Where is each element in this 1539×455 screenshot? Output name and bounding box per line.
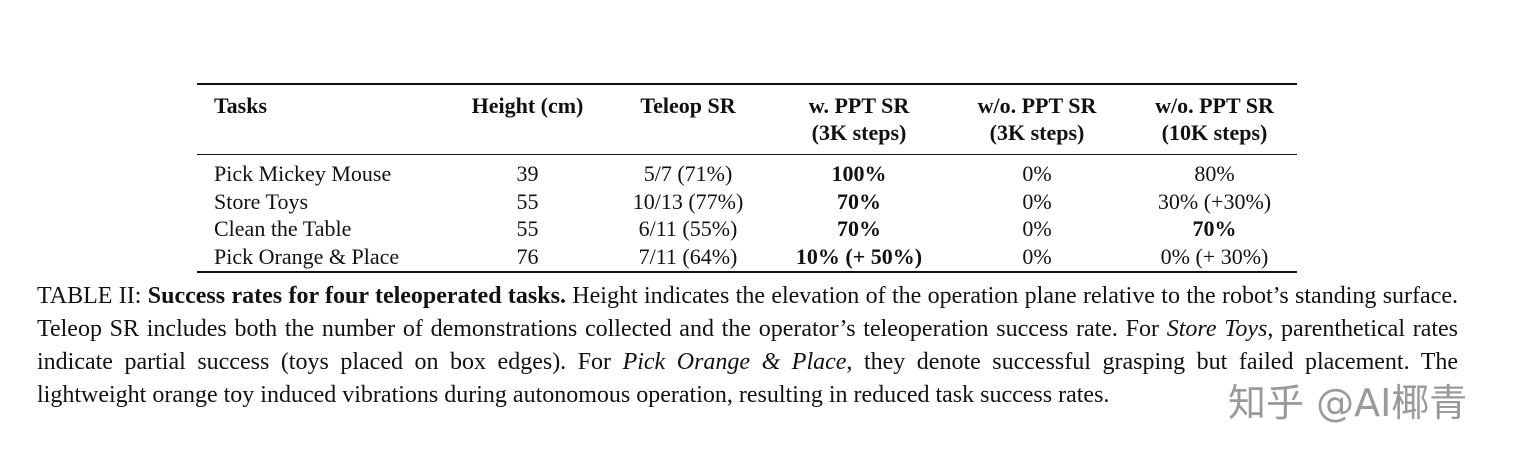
caption: TABLE II: Success rates for four teleope… [37,280,1458,412]
table-cell: 0% [942,242,1132,273]
header-text: Teleop SR [640,93,736,118]
table-cell: Pick Mickey Mouse [214,161,392,186]
header-cell: w/o. PPT SR (3K steps) [942,83,1132,155]
header-cell: w/o. PPT SR (10K steps) [1132,83,1297,155]
table-cell: Pick Orange & Place [197,242,455,273]
table-cell: 0% [1022,216,1052,241]
table-cell: 70% [837,188,881,214]
table-cell: 10/13 (77%) [632,188,744,214]
table-cell: Clean the Table [214,216,352,241]
table-cell: 0% [1022,161,1052,186]
caption-text: Pick Orange & Place [622,349,847,375]
caption-text: TABLE II: [37,283,148,309]
header-row: Tasks Height (cm) Teleop SR w. PPT SR (3K st… [197,83,1297,155]
watermark: 知乎 @AI椰青 [1228,381,1468,425]
table-cell: 55 [516,216,539,241]
header-text: Height (cm) [471,93,584,118]
table-cell: Store Toys [214,188,309,214]
table-cell: 6/11 (55%) [638,216,738,241]
table-cell: 0% (+ 30%) [1132,242,1297,273]
table-cell: 76 [455,242,600,273]
header-cell: w. PPT SR (3K steps) [776,83,942,155]
table-cell: 70% [1192,216,1237,241]
header-text: Tasks [214,93,268,118]
header-text: (10K steps) [1161,120,1268,145]
table-body: Pick Mickey Mouse 39 5/7 (71%) 100% 0% 80% Sto… [197,155,1297,273]
table-cell: 55 [516,188,539,214]
caption-text: , parenthetical rates indicate partial s… [37,316,1459,375]
table-cell: 30% (+30%) [1157,188,1272,214]
table-row: Pick Orange & Place 76 7/11 (64%) 10% (+ 50… [197,242,1297,273]
table-row: Pick Mickey Mouse 39 5/7 (71%) 100% 0% 80% [197,155,1297,188]
table-cell: 80% [1194,161,1235,186]
header-text: (3K steps) [989,120,1085,145]
results-table: Tasks Height (cm) Teleop SR w. PPT SR (3K st… [197,83,1297,273]
table-cell: 70% [837,216,881,241]
caption-text: , they denote successful grasping but fa… [37,349,1459,408]
header-text: w. PPT SR [808,93,910,118]
header-cell: Teleop SR [600,83,776,155]
header-text: (3K steps) [811,120,907,145]
header-cell: Height (cm) [455,83,600,155]
table-cell: 100% [831,161,887,186]
caption-text: Success rates for four teleoperated task… [147,283,566,309]
table-row: Clean the Table 55 6/11 (55%) 70% 0% 70% [197,215,1297,243]
header-cell: Tasks [197,83,455,155]
table-row: Store Toys 55 10/13 (77%) 70% 0% 30% (+30%) [197,188,1297,216]
header-text: w/o. PPT SR [977,93,1097,118]
table-cell: 7/11 (64%) [600,242,776,273]
table-cell: 39 [516,161,539,186]
table-cell: 10% (+ 50%) [776,242,942,273]
header-text: w/o. PPT SR [1155,93,1274,118]
caption-text: Store Toys [1166,316,1268,342]
caption-text: Height indicates the elevation of the op… [37,283,1459,342]
table-cell: 0% [1022,188,1052,214]
table-cell: 5/7 (71%) [643,161,733,186]
